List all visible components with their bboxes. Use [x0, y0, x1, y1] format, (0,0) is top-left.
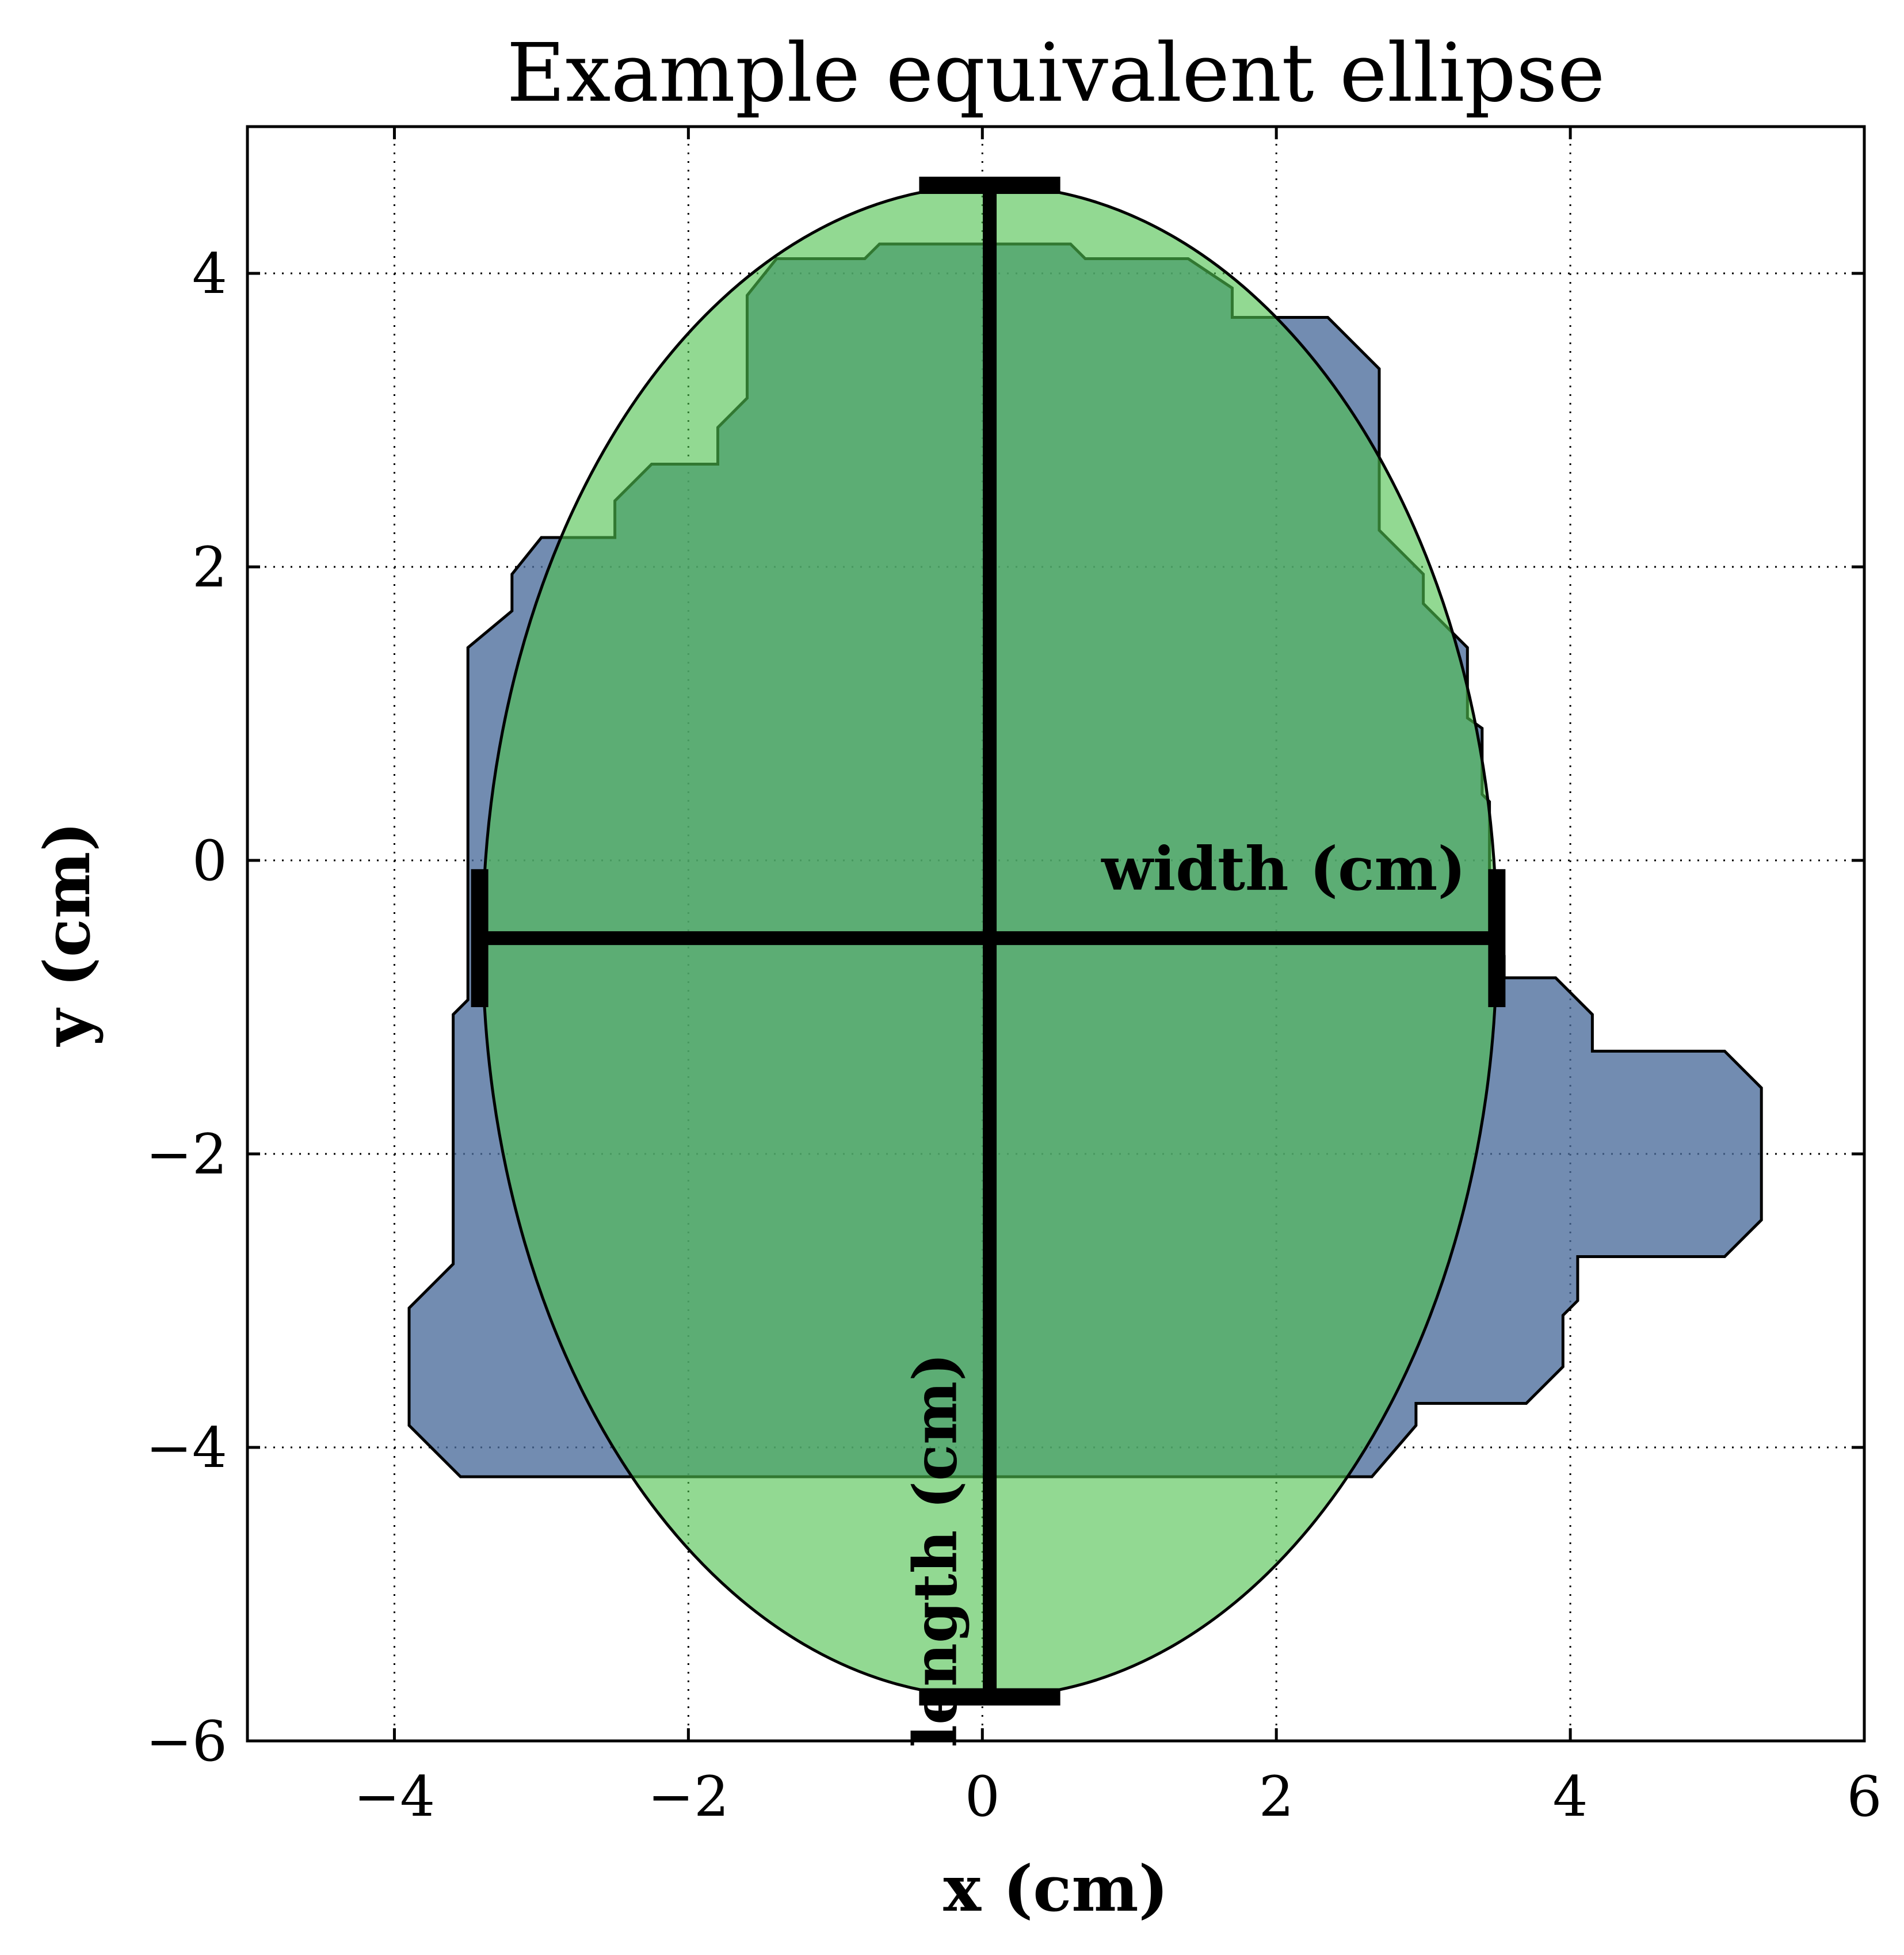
y-tick-label: −2 [146, 1122, 227, 1187]
y-tick-label: 0 [192, 829, 227, 893]
x-axis-label: x (cm) [943, 1851, 1168, 1926]
x-tick-label: 6 [1846, 1765, 1882, 1829]
y-tick-label: −6 [146, 1709, 227, 1774]
tick-labels: −4 −2 0 2 4 6 −6 −4 −2 0 2 4 [146, 242, 1882, 1829]
y-tick-label: 2 [192, 535, 227, 600]
width-label: width (cm) [1101, 833, 1466, 904]
y-tick-label: 4 [192, 242, 227, 306]
x-tick-label: 0 [965, 1765, 1000, 1829]
y-tick-label: −4 [146, 1416, 227, 1480]
x-tick-label: 4 [1553, 1765, 1588, 1829]
chart-title: Example equivalent ellipse [506, 26, 1605, 120]
x-tick-label: 2 [1259, 1765, 1294, 1829]
length-label: length (cm) [899, 1353, 970, 1748]
y-axis-label: y (cm) [30, 822, 104, 1047]
plot-data: width (cm) length (cm) [407, 177, 1763, 1748]
x-tick-label: −4 [354, 1765, 436, 1829]
x-tick-label: −2 [648, 1765, 730, 1829]
axis-ticks [247, 127, 1864, 1741]
plot-frame [246, 125, 1866, 1743]
